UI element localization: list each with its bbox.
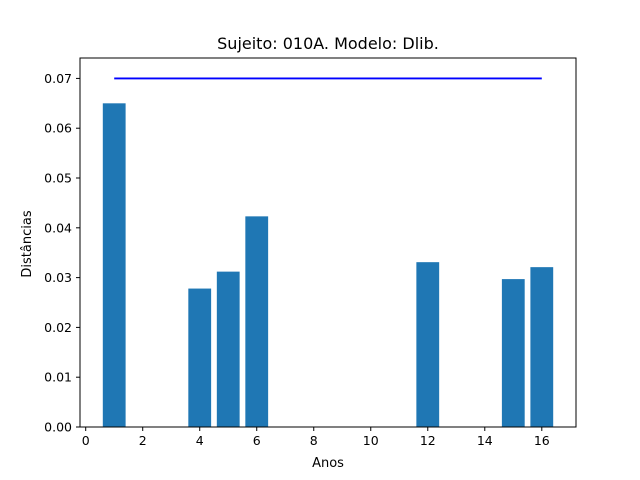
y-tick-label: 0.03	[44, 270, 72, 285]
y-tick-label: 0.04	[44, 220, 72, 235]
bar-6	[245, 216, 269, 427]
bar-5	[216, 271, 240, 427]
x-tick-label: 12	[420, 433, 436, 448]
x-axis-ticks: 0 2 4 6 8 10 12 14 16	[82, 427, 550, 448]
y-tick-label: 0.05	[44, 171, 72, 186]
bar-4	[188, 288, 212, 427]
bar-15	[501, 279, 525, 427]
x-tick-label: 16	[534, 433, 550, 448]
x-tick-label: 14	[477, 433, 493, 448]
bar-16	[530, 267, 554, 427]
x-tick-label: 8	[310, 433, 318, 448]
bar-12	[416, 262, 440, 427]
x-tick-label: 2	[139, 433, 147, 448]
x-tick-label: 6	[253, 433, 261, 448]
x-tick-label: 10	[363, 433, 379, 448]
x-axis-label: Anos	[312, 456, 344, 471]
bar-1	[102, 103, 126, 427]
y-tick-label: 0.07	[44, 71, 72, 86]
chart-title: Sujeito: 010A. Modelo: Dlib.	[217, 34, 439, 53]
x-tick-label: 4	[196, 433, 204, 448]
y-tick-label: 0.06	[44, 121, 72, 136]
y-tick-label: 0.00	[44, 420, 72, 435]
bars-group	[102, 103, 554, 427]
plot-frame	[79, 57, 577, 428]
y-axis-ticks: 0.00 0.01 0.02 0.03 0.04 0.05 0.06 0.07	[44, 71, 80, 435]
y-tick-label: 0.01	[44, 370, 72, 385]
y-tick-label: 0.02	[44, 320, 72, 335]
y-axis-label: Distâncias	[20, 210, 35, 277]
x-tick-label: 0	[82, 433, 90, 448]
